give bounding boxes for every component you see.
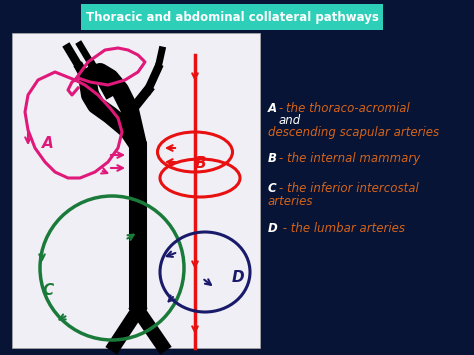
Text: - the inferior intercostal: - the inferior intercostal (279, 182, 419, 195)
Text: B: B (268, 152, 277, 165)
FancyBboxPatch shape (12, 33, 260, 348)
Text: C: C (42, 283, 53, 298)
Text: Thoracic and abdominal collateral pathways: Thoracic and abdominal collateral pathwa… (86, 11, 378, 23)
Text: descending scapular arteries: descending scapular arteries (268, 126, 439, 139)
Text: C: C (268, 182, 277, 195)
FancyBboxPatch shape (81, 4, 383, 30)
Text: B: B (195, 156, 207, 171)
Text: D: D (268, 222, 278, 235)
Text: -: - (279, 102, 287, 115)
Text: - the lumbar arteries: - the lumbar arteries (279, 222, 405, 235)
Text: A: A (42, 136, 54, 151)
Text: A: A (268, 102, 277, 115)
Text: - the internal mammary: - the internal mammary (279, 152, 420, 165)
Text: D: D (232, 270, 245, 285)
Text: and: and (279, 114, 301, 127)
Text: arteries: arteries (268, 195, 313, 208)
Text: the thoraco-acromial: the thoraco-acromial (286, 102, 410, 115)
